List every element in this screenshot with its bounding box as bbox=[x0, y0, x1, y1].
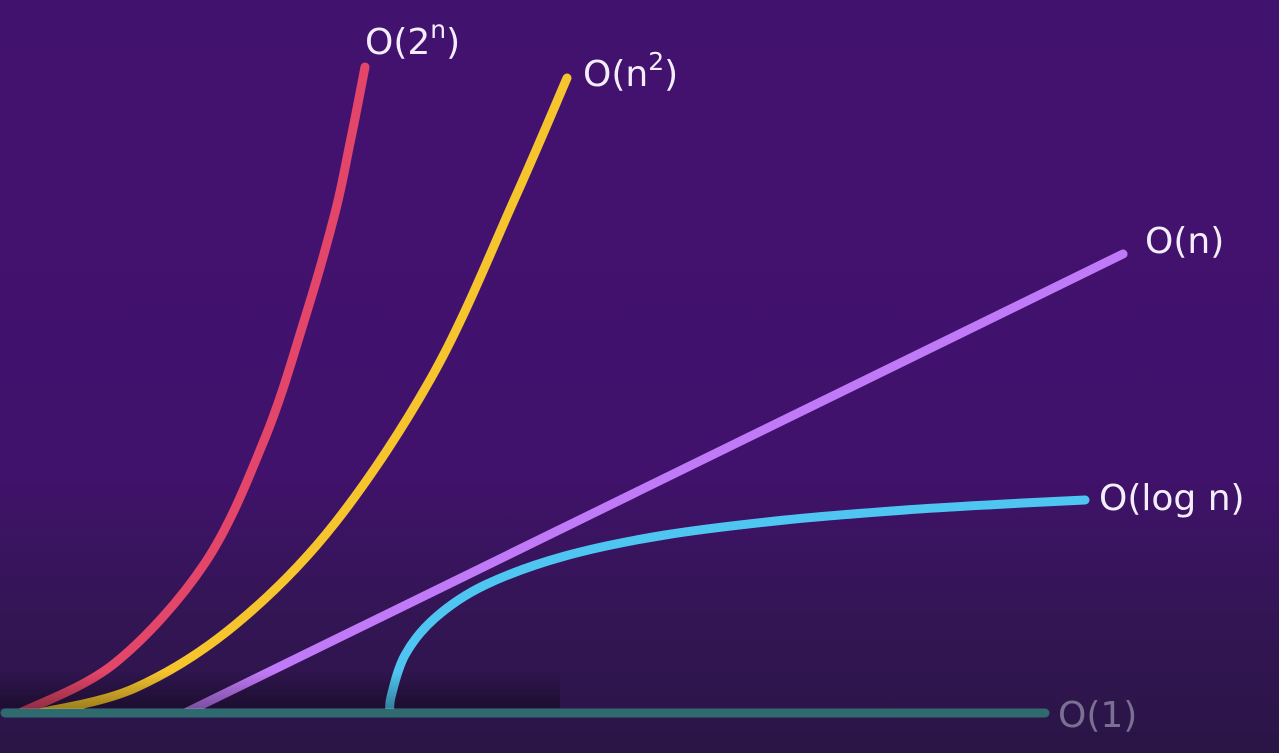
series-label-superscript: n bbox=[430, 15, 446, 44]
series-label-5: O(2n) bbox=[365, 15, 460, 63]
bottom-fade bbox=[0, 560, 560, 708]
series-label-base: O(n) bbox=[1145, 221, 1224, 262]
series-label-base: O(log n) bbox=[1099, 478, 1245, 519]
series-label-1: O(1) bbox=[1058, 695, 1137, 736]
series-labels: O(1)O(log n)O(n)O(n2)O(2n) bbox=[365, 15, 1245, 736]
series-label-superscript: 2 bbox=[648, 47, 664, 76]
series-lines bbox=[0, 62, 1128, 718]
series-label-base: O(n bbox=[583, 54, 648, 95]
series-label-3: O(n) bbox=[1145, 221, 1224, 262]
series-label-tail: ) bbox=[446, 22, 460, 63]
series-label-2: O(log n) bbox=[1099, 478, 1245, 519]
series-label-base: O(2 bbox=[365, 22, 430, 63]
series-label-4: O(n2) bbox=[583, 47, 678, 95]
series-label-tail: ) bbox=[664, 54, 678, 95]
series-label-base: O(1) bbox=[1058, 695, 1137, 736]
